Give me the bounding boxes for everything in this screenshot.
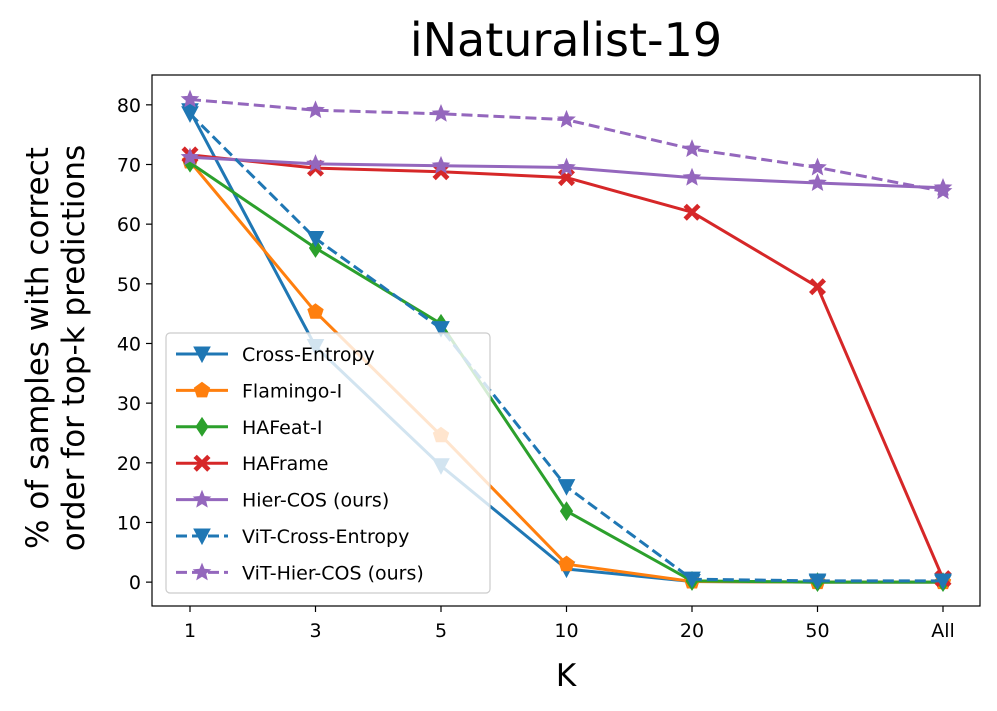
data-point bbox=[306, 100, 325, 119]
data-point bbox=[808, 278, 827, 296]
data-point bbox=[558, 555, 575, 572]
x-axis-label: K bbox=[556, 658, 577, 694]
data-point bbox=[808, 173, 827, 191]
legend-label: Cross-Entropy bbox=[242, 344, 375, 366]
legend-label: HAFrame bbox=[242, 453, 328, 475]
x-tick-label: 50 bbox=[805, 620, 829, 642]
legend-marker bbox=[195, 416, 209, 437]
data-point bbox=[432, 321, 450, 338]
data-point bbox=[306, 230, 325, 248]
data-point bbox=[307, 303, 324, 319]
data-point bbox=[682, 167, 702, 186]
series-hier-cos-ours bbox=[180, 147, 953, 196]
x-tick-label: 10 bbox=[554, 620, 578, 642]
legend-entry: Hier-COS (ours) bbox=[176, 490, 389, 512]
data-point bbox=[431, 155, 451, 174]
data-point bbox=[306, 154, 325, 172]
data-point bbox=[557, 479, 576, 496]
x-tick-label: 1 bbox=[184, 620, 196, 642]
legend-box bbox=[165, 332, 491, 594]
y-tick-label: 40 bbox=[117, 333, 141, 355]
x-tick-label: 3 bbox=[309, 620, 321, 642]
data-point bbox=[431, 103, 451, 122]
y-tick-label: 30 bbox=[117, 393, 141, 415]
y-axis-label-line2: order for top-k predictions bbox=[56, 145, 92, 551]
legend-label: Hier-COS (ours) bbox=[242, 490, 389, 512]
legend-entry: Cross-Entropy bbox=[176, 344, 375, 366]
data-point bbox=[683, 203, 701, 221]
data-point bbox=[180, 147, 200, 166]
legend-marker bbox=[193, 346, 211, 364]
legend-marker bbox=[193, 381, 211, 398]
y-axis-label-line1: % of samples with correct bbox=[20, 147, 56, 549]
x-tick-label: 5 bbox=[435, 620, 447, 642]
data-point bbox=[682, 139, 702, 157]
data-point bbox=[180, 89, 200, 108]
series-vit-hier-cos-ours bbox=[180, 89, 953, 200]
chart-title: iNaturalist-19 bbox=[410, 13, 722, 67]
legend-label: HAFeat-I bbox=[242, 417, 322, 439]
legend-entry: ViT-Hier-COS (ours) bbox=[176, 562, 424, 584]
legend-label: Flamingo-I bbox=[242, 380, 342, 402]
legend-marker bbox=[192, 489, 212, 508]
data-point bbox=[557, 109, 576, 128]
y-tick-label: 70 bbox=[117, 154, 141, 176]
data-point bbox=[808, 157, 827, 176]
y-tick-label: 50 bbox=[117, 274, 141, 296]
x-tick-label: All bbox=[931, 620, 955, 642]
y-tick-label: 80 bbox=[117, 95, 141, 117]
data-point bbox=[557, 157, 576, 176]
legend-marker bbox=[192, 562, 212, 581]
data-point bbox=[808, 573, 827, 591]
data-point bbox=[934, 573, 952, 591]
data-point bbox=[559, 501, 574, 522]
y-tick-label: 60 bbox=[117, 214, 141, 236]
legend-label: ViT-Cross-Entropy bbox=[242, 526, 409, 548]
plot-area: 0 10 20 30 40 50 60 70 80 1 3 5 10 20 50 All bbox=[117, 74, 981, 642]
data-point bbox=[308, 238, 323, 258]
data-point bbox=[181, 106, 199, 123]
legend-entry: Flamingo-I bbox=[176, 380, 342, 402]
legend: Cross-Entropy Flamingo-I HAFeat-I HAFrame Hi… bbox=[165, 332, 491, 594]
legend-entry: ViT-Cross-Entropy bbox=[176, 526, 409, 548]
data-point bbox=[933, 181, 953, 200]
y-tick-label: 10 bbox=[117, 512, 141, 534]
legend-entry: HAFrame bbox=[176, 453, 328, 475]
x-tick-label: 20 bbox=[680, 620, 704, 642]
data-point bbox=[683, 571, 701, 589]
legend-label: ViT-Hier-COS (ours) bbox=[242, 562, 424, 584]
series-vit-cross-entropy bbox=[181, 106, 952, 591]
legend-entry: HAFeat-I bbox=[176, 417, 322, 439]
legend-marker bbox=[193, 454, 211, 472]
y-tick-label: 0 bbox=[129, 572, 141, 594]
y-axis-label: % of samples with correct order for top-… bbox=[20, 145, 92, 551]
y-tick-label: 20 bbox=[117, 453, 141, 475]
legend-marker bbox=[193, 528, 211, 546]
